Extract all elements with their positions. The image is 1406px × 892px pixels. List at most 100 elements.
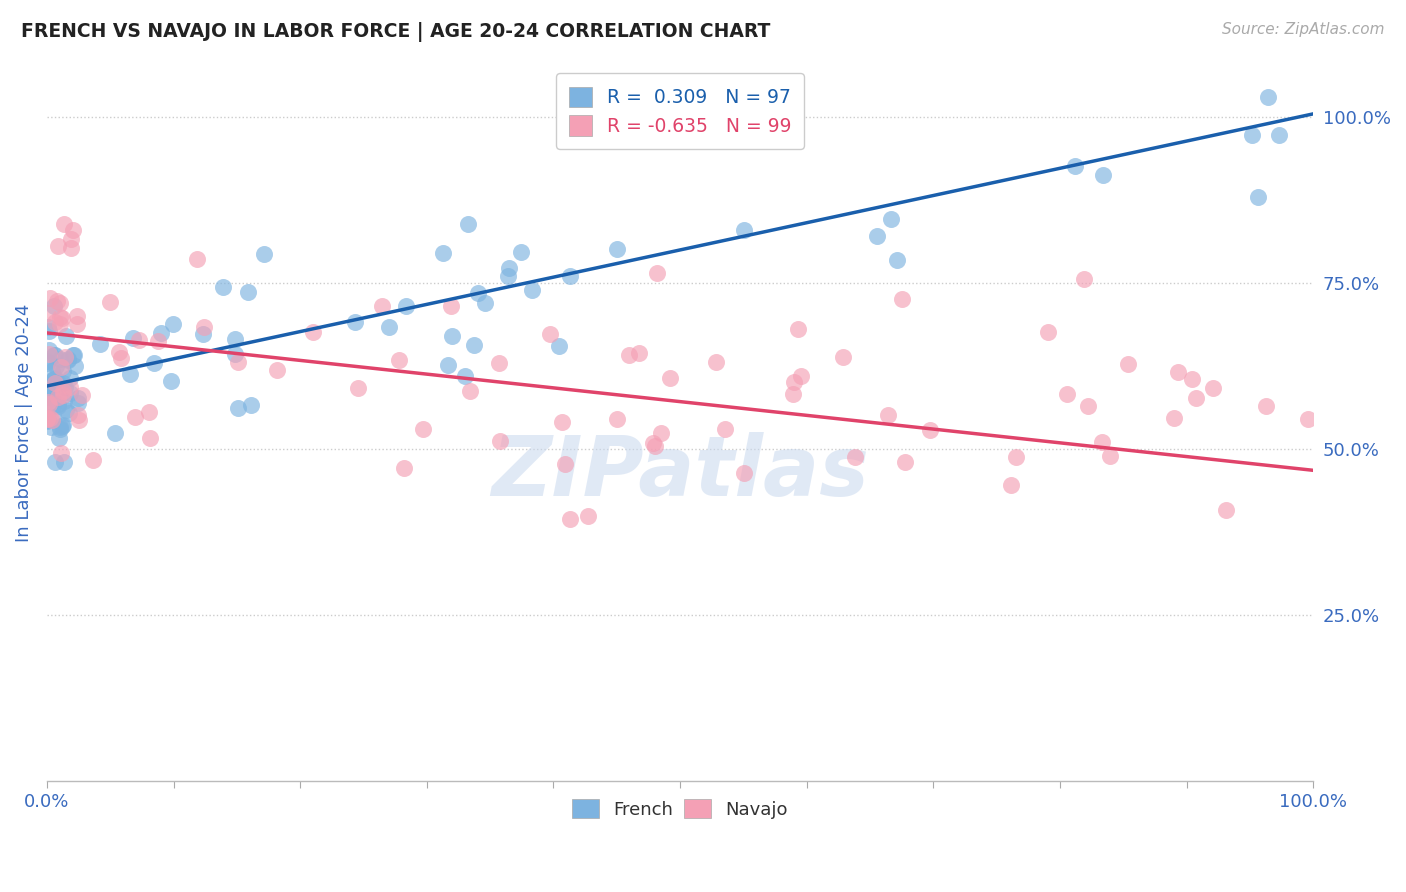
Point bbox=[458, 384, 481, 398]
Point bbox=[37, 411, 59, 425]
Point bbox=[46, 239, 69, 253]
Point bbox=[186, 252, 208, 266]
Legend: French, Navajo: French, Navajo bbox=[565, 792, 796, 826]
Text: FRENCH VS NAVAJO IN LABOR FORCE | AGE 20-24 CORRELATION CHART: FRENCH VS NAVAJO IN LABOR FORCE | AGE 20… bbox=[21, 22, 770, 42]
Point bbox=[51, 310, 73, 325]
Point bbox=[226, 401, 249, 416]
Point bbox=[53, 217, 76, 231]
Point bbox=[124, 409, 146, 424]
Point bbox=[392, 460, 415, 475]
Point bbox=[1256, 399, 1278, 413]
Point bbox=[488, 434, 510, 449]
Point bbox=[41, 409, 63, 423]
Point bbox=[70, 388, 93, 402]
Point bbox=[440, 299, 463, 313]
Point bbox=[63, 348, 86, 362]
Point bbox=[44, 359, 66, 374]
Point bbox=[44, 372, 66, 386]
Point bbox=[44, 384, 66, 399]
Point bbox=[1116, 357, 1139, 371]
Point bbox=[1056, 387, 1078, 401]
Point bbox=[48, 295, 70, 310]
Point bbox=[44, 371, 66, 385]
Point bbox=[60, 241, 83, 255]
Point bbox=[66, 396, 89, 410]
Point bbox=[41, 412, 63, 426]
Point bbox=[49, 351, 72, 366]
Point bbox=[474, 296, 496, 310]
Point bbox=[59, 385, 82, 400]
Point bbox=[44, 376, 66, 391]
Point bbox=[224, 332, 246, 346]
Point bbox=[412, 422, 434, 436]
Point bbox=[787, 322, 810, 336]
Point bbox=[41, 364, 63, 378]
Point bbox=[138, 405, 160, 419]
Point bbox=[41, 399, 63, 413]
Point bbox=[790, 369, 813, 384]
Point bbox=[58, 351, 80, 366]
Point bbox=[1181, 372, 1204, 386]
Point bbox=[1036, 325, 1059, 339]
Point bbox=[1241, 128, 1264, 143]
Point bbox=[880, 211, 903, 226]
Point bbox=[224, 347, 246, 361]
Point bbox=[98, 295, 121, 310]
Point bbox=[266, 363, 288, 377]
Point bbox=[41, 376, 63, 391]
Point bbox=[46, 390, 69, 404]
Point bbox=[432, 245, 454, 260]
Point bbox=[162, 318, 184, 332]
Point bbox=[39, 378, 62, 392]
Point bbox=[160, 374, 183, 388]
Point bbox=[658, 371, 681, 385]
Point bbox=[66, 318, 89, 332]
Point bbox=[733, 223, 755, 237]
Point bbox=[46, 399, 69, 413]
Point bbox=[48, 420, 70, 434]
Point bbox=[395, 299, 418, 313]
Point bbox=[558, 268, 581, 283]
Point bbox=[1201, 381, 1223, 395]
Point bbox=[39, 396, 62, 410]
Point bbox=[53, 455, 76, 469]
Point bbox=[551, 416, 574, 430]
Point bbox=[42, 348, 65, 362]
Y-axis label: In Labor Force | Age 20-24: In Labor Force | Age 20-24 bbox=[15, 303, 32, 541]
Point bbox=[627, 346, 650, 360]
Point bbox=[1077, 399, 1099, 413]
Point bbox=[576, 508, 599, 523]
Point bbox=[886, 252, 908, 267]
Point bbox=[918, 423, 941, 437]
Point bbox=[37, 395, 59, 409]
Point bbox=[212, 280, 235, 294]
Point bbox=[650, 425, 672, 440]
Point bbox=[143, 356, 166, 370]
Point bbox=[844, 450, 866, 465]
Point bbox=[783, 376, 806, 390]
Point bbox=[39, 384, 62, 399]
Point bbox=[38, 343, 60, 357]
Point bbox=[128, 333, 150, 347]
Point bbox=[1000, 477, 1022, 491]
Point bbox=[644, 439, 666, 453]
Point bbox=[107, 345, 129, 359]
Point bbox=[228, 355, 250, 369]
Point bbox=[52, 376, 75, 390]
Point bbox=[1268, 128, 1291, 142]
Point bbox=[37, 306, 59, 320]
Point bbox=[59, 232, 82, 246]
Point bbox=[45, 293, 67, 308]
Point bbox=[893, 455, 915, 469]
Point bbox=[1073, 271, 1095, 285]
Point bbox=[236, 285, 259, 300]
Text: ZIPatlas: ZIPatlas bbox=[491, 433, 869, 513]
Point bbox=[617, 348, 640, 362]
Point bbox=[103, 425, 125, 440]
Point bbox=[831, 351, 853, 365]
Point bbox=[44, 455, 66, 469]
Point bbox=[496, 269, 519, 284]
Point bbox=[193, 327, 215, 342]
Point bbox=[62, 348, 84, 362]
Point bbox=[53, 350, 76, 364]
